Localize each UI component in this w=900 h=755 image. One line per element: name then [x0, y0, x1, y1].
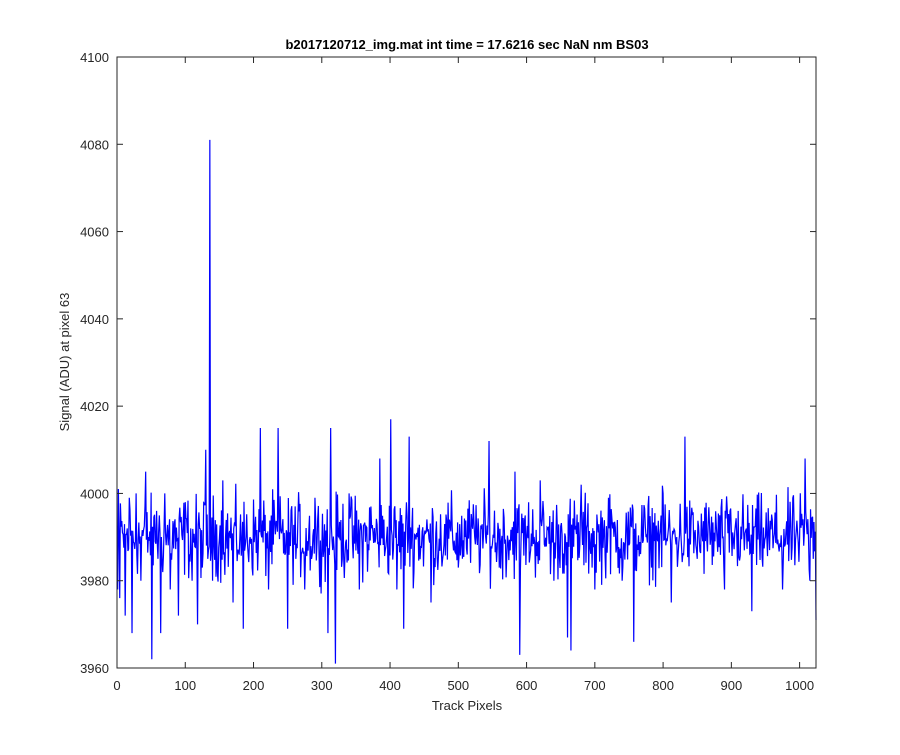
x-tick-label: 200 [243, 678, 265, 693]
x-axis-label: Track Pixels [432, 698, 503, 713]
x-tick-label: 600 [516, 678, 538, 693]
x-tick-label: 400 [379, 678, 401, 693]
y-tick-label: 3960 [80, 661, 109, 676]
y-tick-label: 4000 [80, 486, 109, 501]
axes-layer: 0 100 200 300 400 500 600 700 800 900 1000 3960 3980… [80, 50, 817, 693]
chart-title: b2017120712_img.mat int time = 17.6216 s… [285, 37, 648, 52]
y-tick-label: 4080 [80, 137, 109, 152]
y-tick-label: 4100 [80, 50, 109, 65]
y-tick-label: 4020 [80, 399, 109, 414]
y-tick-label: 4060 [80, 225, 109, 240]
x-tick-label: 100 [174, 678, 196, 693]
x-tick-label: 800 [652, 678, 674, 693]
x-tick-label: 900 [721, 678, 743, 693]
axes-box [116, 56, 817, 669]
series-line [117, 139, 817, 664]
y-tick-label: 3980 [80, 574, 109, 589]
x-tick-label: 700 [584, 678, 606, 693]
x-tick-label: 1000 [785, 678, 814, 693]
plot-layer [117, 57, 817, 668]
plot-area [117, 57, 816, 668]
y-tick-label: 4040 [80, 312, 109, 327]
y-axis-label: Signal (ADU) at pixel 63 [57, 293, 72, 432]
x-tick-label: 0 [113, 678, 120, 693]
x-tick-label: 300 [311, 678, 333, 693]
x-tick-label: 500 [447, 678, 469, 693]
